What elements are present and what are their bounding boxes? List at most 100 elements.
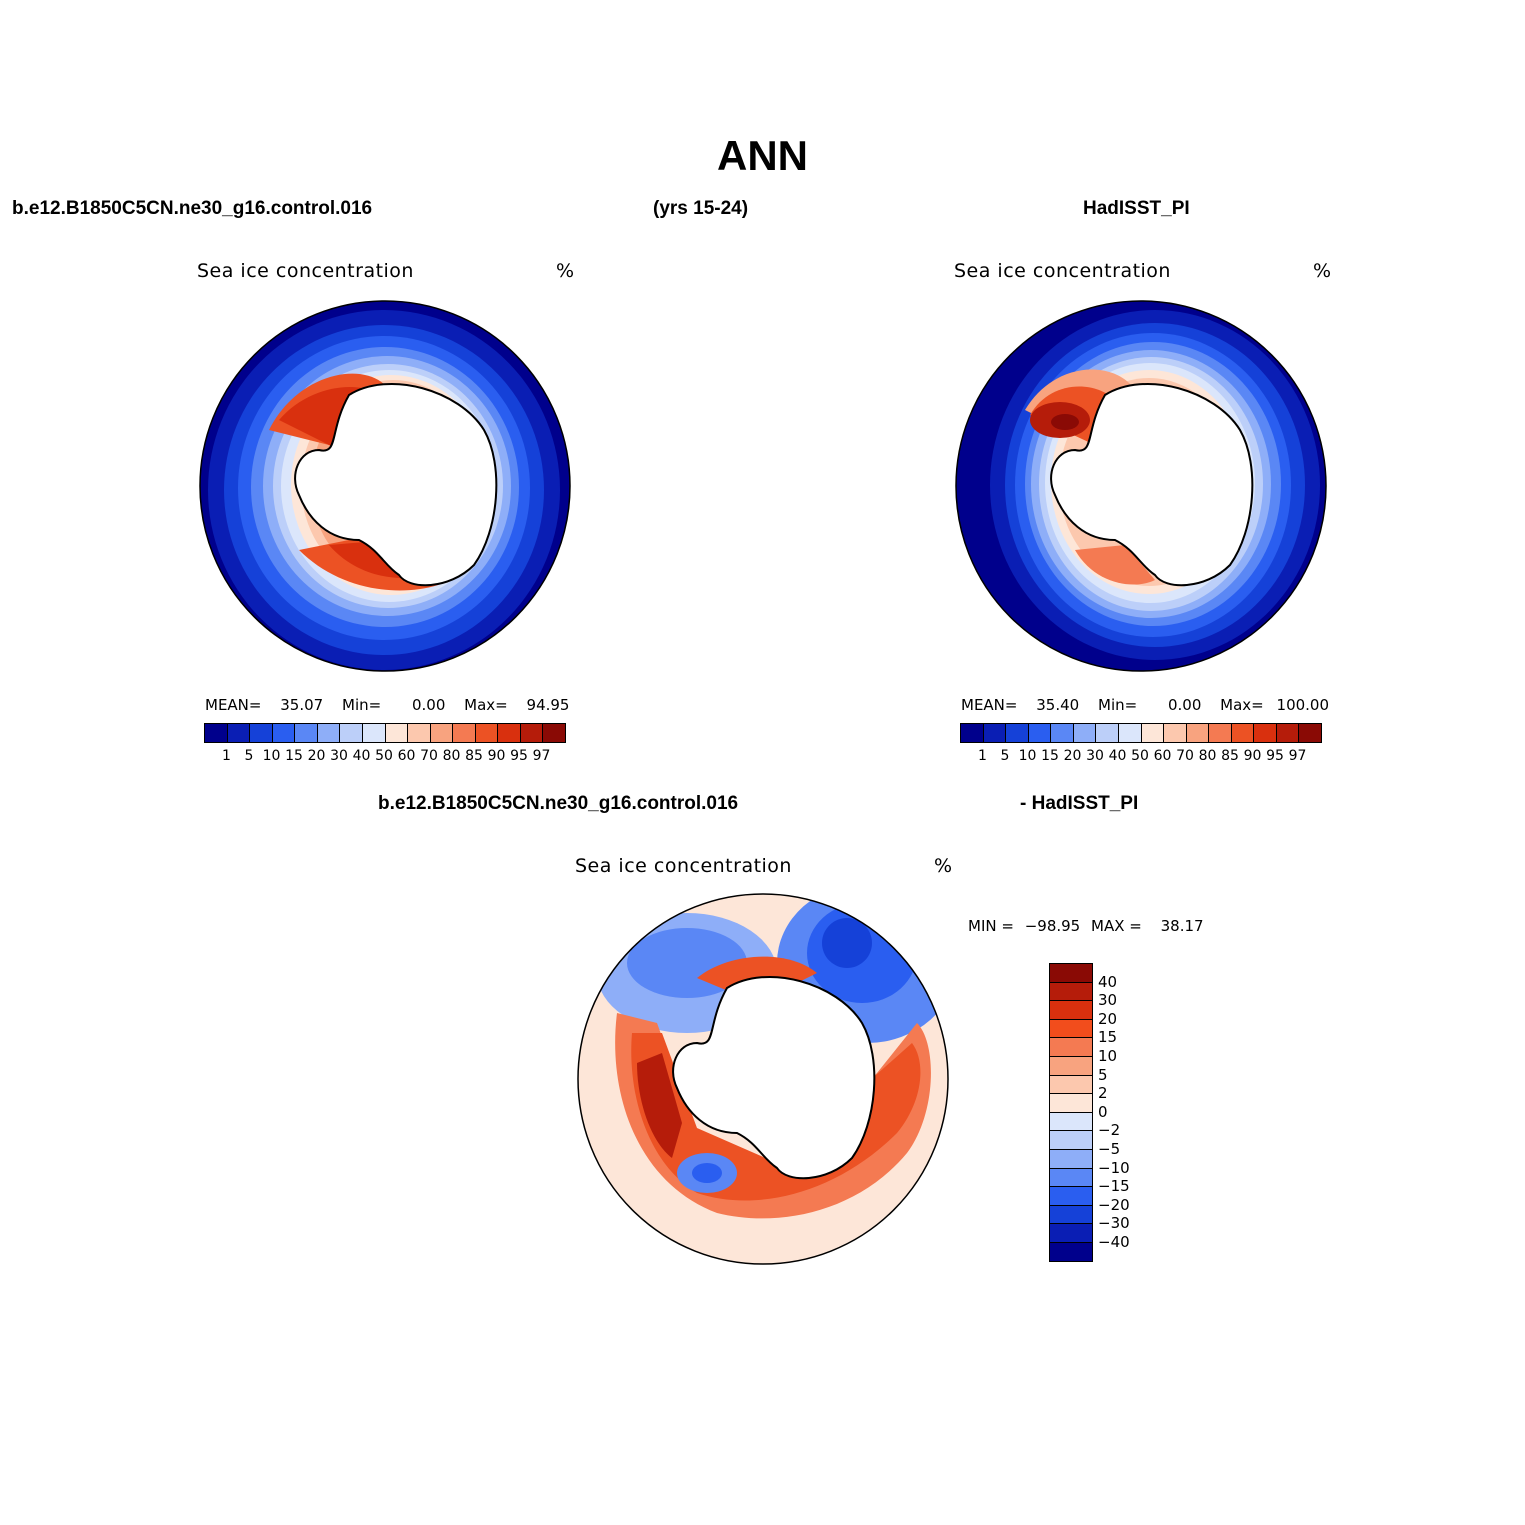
colorbar-label: 70 — [1176, 748, 1194, 764]
colorbar-label: 1 — [978, 748, 987, 764]
colorbar-swatch — [205, 724, 228, 742]
colorbar-swatch — [1050, 1001, 1092, 1020]
panel2-stats: MEAN= 35.40 Min= 0.00 Max= 100.00 — [961, 696, 1329, 714]
min-label: Min= — [1098, 696, 1138, 714]
header-diff-obs: - HadISST_PI — [1020, 793, 1139, 814]
panel1-colorbar — [204, 723, 566, 743]
colorbar-swatch — [227, 724, 251, 742]
header-obs: HadISST_PI — [1083, 198, 1190, 219]
mean-value: 35.40 — [1036, 696, 1080, 714]
colorbar-swatch — [1028, 724, 1052, 742]
max-label: Max= — [1220, 696, 1264, 714]
colorbar-label: 10 — [1098, 1047, 1118, 1065]
colorbar-label: 10 — [1018, 748, 1037, 764]
panel3-map — [577, 893, 949, 1265]
colorbar-swatch — [983, 724, 1007, 742]
colorbar-swatch — [1096, 724, 1119, 742]
min-value: 0.00 — [1167, 696, 1202, 714]
colorbar-label: −10 — [1098, 1158, 1130, 1177]
max-value: 94.95 — [526, 696, 570, 714]
colorbar-label: 50 — [375, 748, 393, 764]
mean-label: MEAN= — [961, 696, 1018, 714]
panel1-title: Sea ice concentration — [197, 260, 414, 282]
colorbar-swatch — [1050, 1019, 1092, 1039]
colorbar-swatch — [1050, 1242, 1092, 1261]
min-label: MIN = — [968, 917, 1014, 935]
colorbar-label: 95 — [510, 748, 528, 764]
max-value: 100.00 — [1276, 696, 1330, 714]
colorbar-label: 90 — [487, 748, 506, 764]
colorbar-label: 20 — [1063, 748, 1082, 764]
colorbar-swatch — [1276, 724, 1300, 742]
colorbar-label: 5 — [244, 748, 254, 764]
colorbar-swatch — [272, 724, 296, 742]
colorbar-label: 97 — [1288, 748, 1307, 764]
colorbar-label: 40 — [1098, 972, 1118, 991]
min-value: −98.95 — [1024, 917, 1081, 935]
colorbar-label: −40 — [1098, 1233, 1130, 1251]
colorbar-label: 10 — [262, 748, 281, 764]
colorbar-swatch — [317, 724, 341, 742]
colorbar-label: 85 — [465, 748, 483, 764]
colorbar-label: 60 — [1153, 748, 1172, 764]
colorbar-label: 40 — [1108, 748, 1127, 764]
panel3-units: % — [934, 855, 953, 877]
colorbar-label: 15 — [285, 748, 303, 764]
colorbar-swatch — [1050, 1112, 1092, 1132]
colorbar-swatch — [430, 724, 454, 742]
panel3-title: Sea ice concentration — [575, 855, 792, 877]
figure-title: ANN — [717, 132, 808, 179]
colorbar-swatch — [1050, 1187, 1092, 1206]
colorbar-swatch — [475, 724, 499, 742]
colorbar-label: 85 — [1221, 748, 1239, 764]
header-years: (yrs 15-24) — [653, 198, 749, 219]
colorbar-swatch — [295, 724, 318, 742]
colorbar-label: 15 — [1098, 1028, 1118, 1047]
colorbar-swatch — [1050, 1131, 1092, 1150]
colorbar-label: 30 — [1086, 748, 1104, 764]
panel3-colorbar — [1049, 963, 1093, 1262]
panel2-title: Sea ice concentration — [954, 260, 1171, 282]
colorbar-swatch — [385, 724, 409, 742]
panel3-stats: MIN = −98.95 MAX = 38.17 — [968, 917, 1204, 935]
colorbar-swatch — [1186, 724, 1210, 742]
colorbar-swatch — [1006, 724, 1029, 742]
colorbar-swatch — [250, 724, 273, 742]
colorbar-swatch — [1050, 1094, 1092, 1113]
colorbar-label: 30 — [330, 748, 348, 764]
colorbar-label: 40 — [352, 748, 371, 764]
colorbar-label: 50 — [1131, 748, 1149, 764]
colorbar-label: 90 — [1243, 748, 1262, 764]
min-label: Min= — [342, 696, 382, 714]
colorbar-swatch — [1254, 724, 1277, 742]
header-diff-model: b.e12.B1850C5CN.ne30_g16.control.016 — [378, 793, 739, 814]
colorbar-label: 30 — [1098, 991, 1118, 1010]
colorbar-label: −15 — [1098, 1177, 1130, 1196]
max-label: MAX = — [1091, 917, 1142, 935]
colorbar-swatch — [1299, 724, 1321, 742]
colorbar-label: 80 — [1198, 748, 1217, 764]
colorbar-swatch — [961, 724, 984, 742]
colorbar-swatch — [1050, 1168, 1092, 1188]
panel1-units: % — [556, 260, 575, 282]
panel2-units: % — [1313, 260, 1332, 282]
colorbar-swatch — [1050, 1205, 1092, 1225]
colorbar-label: 5 — [1098, 1065, 1108, 1084]
colorbar-swatch — [1050, 1075, 1092, 1095]
min-value: 0.00 — [411, 696, 446, 714]
colorbar-label: 20 — [307, 748, 326, 764]
colorbar-swatch — [1164, 724, 1187, 742]
colorbar-swatch — [1141, 724, 1165, 742]
colorbar-swatch — [1050, 1149, 1092, 1169]
colorbar-swatch — [340, 724, 363, 742]
colorbar-swatch — [498, 724, 521, 742]
colorbar-swatch — [1050, 982, 1092, 1002]
colorbar-label: 60 — [397, 748, 416, 764]
header-model: b.e12.B1850C5CN.ne30_g16.control.016 — [12, 198, 373, 219]
panel1-stats: MEAN= 35.07 Min= 0.00 Max= 94.95 — [205, 696, 569, 714]
colorbar-swatch — [1118, 724, 1142, 742]
colorbar-swatch — [1051, 724, 1074, 742]
colorbar-label: −30 — [1098, 1214, 1130, 1233]
colorbar-label: −5 — [1098, 1140, 1121, 1158]
colorbar-label: 20 — [1098, 1009, 1118, 1028]
